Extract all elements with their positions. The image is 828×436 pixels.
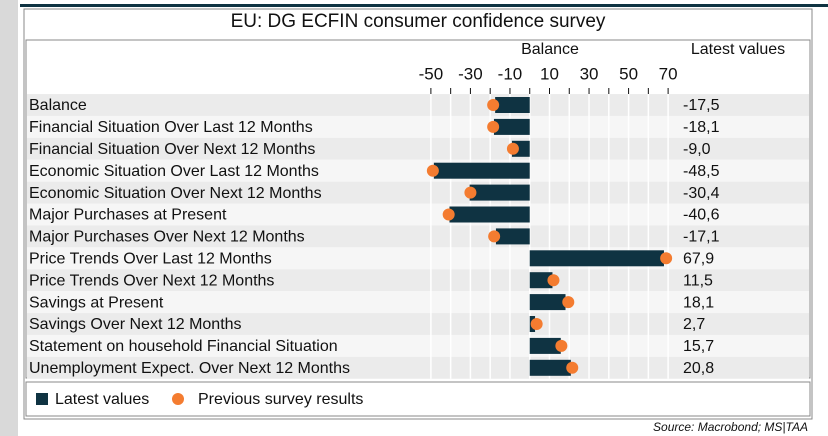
dot <box>487 120 500 133</box>
bar <box>433 162 530 179</box>
value-label: 18,1 <box>683 294 714 311</box>
source: Source: Macrobond; MS|TAA <box>653 420 808 434</box>
dot <box>442 208 455 221</box>
x-tick-label: -10 <box>498 64 523 83</box>
category-label: Balance <box>29 97 87 114</box>
legend-label: Previous survey results <box>198 391 363 408</box>
row-band <box>27 159 809 182</box>
row-band <box>27 115 809 138</box>
bar <box>529 359 571 376</box>
dot <box>555 339 568 352</box>
category-label: Unemployment Expect. Over Next 12 Months <box>29 360 350 377</box>
x-tick-label: -30 <box>458 64 483 83</box>
column-title: Latest values <box>691 41 785 58</box>
legend-dot <box>172 393 184 405</box>
axis-title: Balance <box>521 41 579 58</box>
legend-label: Latest values <box>55 391 149 408</box>
category-label: Financial Situation Over Next 12 Months <box>29 141 315 158</box>
category-label: Economic Situation Over Last 12 Months <box>29 163 319 180</box>
category-label: Economic Situation Over Next 12 Months <box>29 185 322 202</box>
x-tick-label: 70 <box>659 64 678 83</box>
bar <box>529 294 566 311</box>
top-rule <box>20 4 828 7</box>
bar <box>449 206 530 223</box>
category-label: Financial Situation Over Last 12 Months <box>29 119 313 136</box>
chart-title: EU: DG ECFIN consumer confidence survey <box>231 11 606 32</box>
bar <box>495 228 530 245</box>
value-label: -30,4 <box>683 185 720 202</box>
row-band <box>27 137 809 160</box>
bar <box>493 118 530 135</box>
value-label: -48,5 <box>683 163 720 180</box>
value-label: 15,7 <box>683 338 714 355</box>
side-strip <box>0 0 18 436</box>
dot <box>506 142 519 155</box>
x-tick-label: 50 <box>619 64 638 83</box>
category-label: Savings at Present <box>29 294 164 311</box>
x-tick-label: -50 <box>419 64 444 83</box>
row-band <box>27 181 809 204</box>
row-band <box>27 356 809 379</box>
category-label: Savings Over Next 12 Months <box>29 316 242 333</box>
category-label: Statement on household Financial Situati… <box>29 338 338 355</box>
dot <box>547 274 560 287</box>
bar <box>469 184 530 201</box>
bar <box>529 337 561 354</box>
dot <box>487 99 500 111</box>
category-label: Major Purchases at Present <box>29 207 227 224</box>
dot <box>562 296 575 309</box>
bar <box>529 250 664 267</box>
value-label: 20,8 <box>683 360 714 377</box>
row-band <box>27 269 809 292</box>
value-label: -17,1 <box>683 229 720 246</box>
category-label: Price Trends Over Last 12 Months <box>29 251 272 268</box>
value-label: -17,5 <box>683 97 720 114</box>
dot <box>488 230 501 243</box>
row-band <box>27 291 809 314</box>
row-band <box>27 94 809 116</box>
row-band <box>27 203 809 226</box>
dot <box>566 361 579 374</box>
dot <box>660 252 673 265</box>
bar <box>495 97 530 113</box>
row-band <box>27 313 809 335</box>
category-label: Price Trends Over Next 12 Months <box>29 272 274 289</box>
value-label: -9,0 <box>683 141 711 158</box>
dot <box>530 318 543 330</box>
row-band <box>27 225 809 248</box>
category-label: Major Purchases Over Next 12 Months <box>29 229 305 246</box>
x-tick-label: 30 <box>580 64 599 83</box>
bar <box>529 272 553 289</box>
value-label: -18,1 <box>683 119 720 136</box>
value-label: 11,5 <box>683 272 713 289</box>
x-tick-label: 10 <box>540 64 559 83</box>
legend-box <box>25 381 811 417</box>
dot <box>464 186 477 199</box>
dot <box>426 164 439 177</box>
row-band <box>27 334 809 357</box>
value-label: 67,9 <box>683 251 714 268</box>
value-label: -40,6 <box>683 207 720 224</box>
value-label: 2,7 <box>683 316 705 333</box>
legend-swatch <box>36 393 48 405</box>
